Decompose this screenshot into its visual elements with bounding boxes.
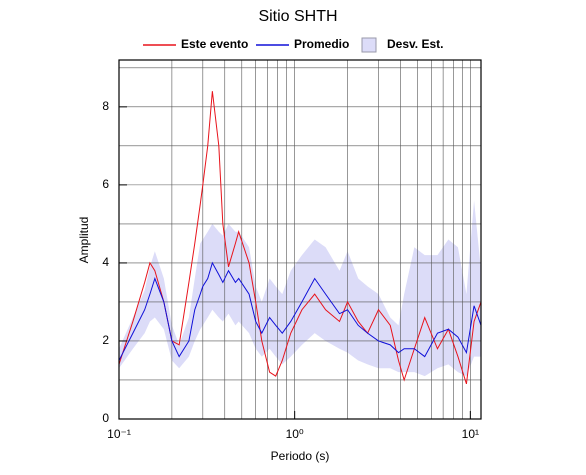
chart-title: Sitio SHTH <box>258 8 337 25</box>
plot-frame <box>118 59 482 420</box>
y-tick-label: 2 <box>102 333 109 347</box>
y-tick-label: 6 <box>102 177 109 191</box>
y-tick-label: 8 <box>102 99 109 113</box>
legend-label: Promedio <box>294 37 349 51</box>
y-axis-label: Amplitud <box>77 217 91 264</box>
x-tick-label: 10¹ <box>462 427 479 441</box>
legend-label: Desv. Est. <box>387 37 443 51</box>
y-tick-label: 0 <box>102 411 109 425</box>
legend-label: Este evento <box>181 37 248 51</box>
std-band <box>119 200 481 377</box>
x-axis-label: Periodo (s) <box>271 449 330 463</box>
series-line <box>118 261 482 361</box>
x-tick-label: 10⁻¹ <box>107 427 131 441</box>
y-tick-label: 4 <box>102 255 109 269</box>
legend-swatch <box>361 37 377 53</box>
series-line <box>118 91 482 385</box>
x-tick-label: 10⁰ <box>286 427 304 441</box>
